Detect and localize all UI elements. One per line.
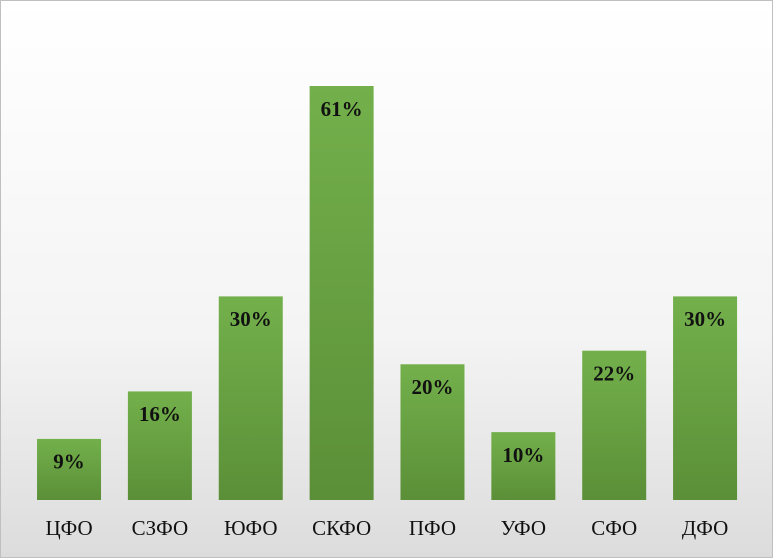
x-tick-label: ЦФО	[45, 516, 92, 540]
bar	[491, 432, 556, 500]
value-label: 22%	[593, 362, 635, 386]
bar	[673, 296, 738, 500]
bar	[218, 296, 283, 500]
value-label: 20%	[411, 375, 453, 399]
x-tick-label: ДФО	[682, 516, 728, 540]
bar	[37, 438, 102, 500]
bar	[309, 86, 374, 500]
x-tick-label: СКФО	[312, 516, 371, 540]
bar	[127, 391, 192, 500]
x-tick-label: ПФО	[409, 516, 456, 540]
value-label: 10%	[502, 443, 544, 467]
bar	[400, 364, 465, 500]
value-label: 16%	[139, 402, 181, 426]
value-label: 30%	[230, 307, 272, 331]
value-label: 61%	[321, 97, 363, 121]
value-label: 30%	[684, 307, 726, 331]
bar	[582, 350, 647, 500]
x-tick-label: СЗФО	[132, 516, 189, 540]
x-tick-label: ЮФО	[224, 516, 278, 540]
x-tick-label: УФО	[501, 516, 546, 540]
value-label: 9%	[53, 450, 85, 474]
x-tick-label: СФО	[591, 516, 637, 540]
